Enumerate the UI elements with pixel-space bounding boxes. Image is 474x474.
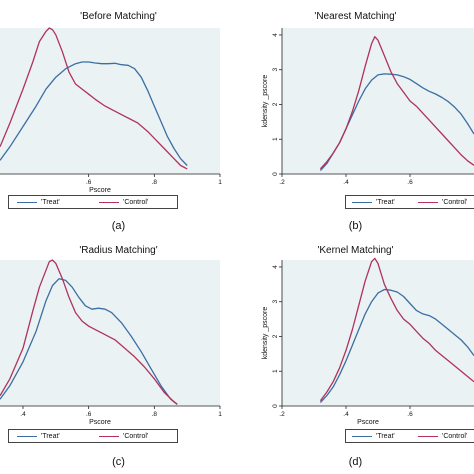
x-tick-label: .8 — [152, 411, 158, 418]
density-chart: .4 .6 .8 1 Pscore — [0, 259, 222, 426]
y-tick-label: 0 — [272, 172, 279, 176]
x-axis-label: Pscore — [89, 187, 111, 194]
legend: 'Treat' 'Control' — [345, 195, 474, 209]
x-tick-label: 1 — [218, 411, 222, 418]
legend-control-label: 'Control' — [123, 433, 149, 440]
y-tick-label: 1 — [272, 137, 279, 141]
control-swatch — [99, 201, 119, 203]
control-density-line — [0, 27, 188, 170]
legend-treat-label: 'Treat' — [376, 433, 395, 440]
treat-swatch — [17, 435, 37, 437]
panel-caption: (d) — [348, 456, 363, 468]
legend-treat: 'Treat' — [352, 433, 395, 440]
control-density-line — [0, 259, 178, 405]
y-tick-label: 4 — [272, 33, 279, 37]
y-tick-label: 2 — [272, 102, 279, 106]
legend-treat: 'Treat' — [17, 433, 60, 440]
plot-area — [0, 260, 220, 406]
chart-title: 'Nearest Matching' — [314, 11, 397, 22]
y-tick-label: 3 — [272, 68, 279, 72]
treat-density-line — [0, 278, 178, 405]
x-tick-label: .2 — [279, 179, 285, 186]
treat-swatch — [352, 435, 372, 437]
panel-nearest-matching: 'Nearest Matching' .2 .4 .6 0 1 2 3 4 kdensity _… — [237, 0, 474, 237]
legend-treat-label: 'Treat' — [41, 433, 60, 440]
y-tick-label: 3 — [272, 300, 279, 304]
legend-control: 'Control' — [99, 199, 148, 206]
panel-caption: (c) — [112, 456, 125, 468]
legend-control-label: 'Control' — [123, 199, 149, 206]
control-swatch — [418, 201, 438, 203]
plot-area — [282, 28, 474, 174]
legend-control: 'Control' — [418, 433, 467, 440]
density-chart: .6 .8 1 Pscore — [0, 27, 222, 194]
control-density-line — [319, 36, 474, 170]
legend-treat-label: 'Treat' — [41, 199, 60, 206]
chart-title: 'Kernel Matching' — [317, 245, 394, 256]
panel-kernel-matching: 'Kernel Matching' .2 .4 .6 0 1 2 3 4 Pscore kdens… — [237, 237, 474, 474]
x-axis-label: Pscore — [89, 419, 111, 426]
legend-control-label: 'Control' — [442, 199, 468, 206]
legend: 'Treat' 'Control' — [8, 429, 178, 443]
legend-control: 'Control' — [418, 199, 467, 206]
control-density-line — [319, 257, 474, 402]
legend-treat: 'Treat' — [17, 199, 60, 206]
treat-swatch — [17, 201, 37, 203]
legend: 'Treat' 'Control' — [8, 195, 178, 209]
plot-area — [0, 28, 220, 174]
x-tick-label: .4 — [343, 411, 349, 418]
x-tick-label: .2 — [279, 411, 285, 418]
legend-control: 'Control' — [99, 433, 148, 440]
x-tick-label: 1 — [218, 179, 222, 186]
x-tick-label: .6 — [86, 411, 92, 418]
x-tick-label: .6 — [86, 179, 92, 186]
legend-treat-label: 'Treat' — [376, 199, 395, 206]
panel-radius-matching: 'Radius Matching' .4 .6 .8 1 Pscore 'Treat' … — [0, 237, 237, 474]
y-tick-label: 1 — [272, 369, 279, 373]
panel-caption: (b) — [348, 220, 363, 232]
x-tick-label: .8 — [152, 179, 158, 186]
panel-caption: (a) — [111, 220, 126, 232]
x-tick-label: .6 — [407, 411, 413, 418]
density-chart: .2 .4 .6 0 1 2 3 4 kdensity _pscore — [262, 28, 474, 186]
treat-density-line — [319, 73, 474, 171]
x-tick-label: .6 — [407, 179, 413, 186]
x-axis-label: Pscore — [357, 419, 379, 426]
treat-density-line — [319, 288, 474, 403]
panel-before-matching: 'Before Matching' .6 .8 1 Pscore 'Treat' 'C… — [0, 0, 237, 237]
chart-title: 'Radius Matching' — [79, 245, 158, 256]
chart-title: 'Before Matching' — [80, 11, 157, 22]
legend: 'Treat' 'Control' — [345, 429, 474, 443]
y-tick-label: 2 — [272, 334, 279, 338]
control-swatch — [418, 435, 438, 437]
density-chart: .2 .4 .6 0 1 2 3 4 Pscore kdensity _pscore — [262, 257, 474, 426]
legend-treat: 'Treat' — [352, 199, 395, 206]
plot-area — [282, 260, 474, 406]
y-axis-label: kdensity _pscore — [262, 75, 269, 128]
treat-density-line — [0, 61, 188, 166]
treat-swatch — [352, 201, 372, 203]
control-swatch — [99, 435, 119, 437]
y-tick-label: 4 — [272, 265, 279, 269]
x-tick-label: .4 — [343, 179, 349, 186]
y-tick-label: 0 — [272, 404, 279, 408]
x-tick-label: .4 — [20, 411, 26, 418]
y-axis-label: kdensity _pscore — [262, 307, 269, 360]
legend-control-label: 'Control' — [442, 433, 468, 440]
